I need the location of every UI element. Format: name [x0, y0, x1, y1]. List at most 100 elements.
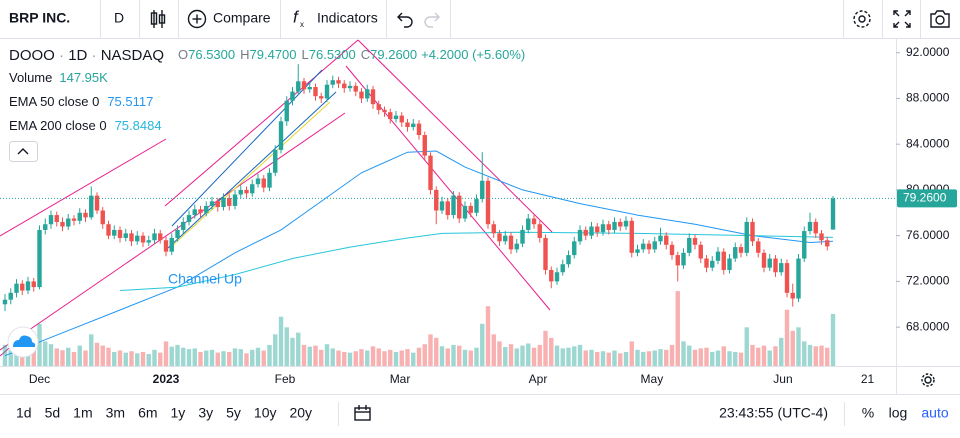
candle-body	[577, 229, 583, 242]
candle-body	[296, 81, 301, 92]
candle-body	[773, 258, 778, 273]
volume-bar	[100, 345, 105, 366]
legend-ema50-label: EMA 50 close 0	[9, 94, 99, 109]
candle-body	[411, 123, 416, 128]
volume-bar	[618, 353, 623, 366]
redo-button[interactable]	[424, 12, 440, 28]
volume-bar	[307, 346, 312, 366]
candle-body	[480, 180, 485, 200]
candle-body	[192, 209, 197, 216]
last-price-badge	[897, 189, 957, 208]
volume-bar	[296, 332, 301, 366]
candle-body	[646, 243, 652, 250]
candle-body	[416, 123, 422, 136]
legend-ema200: EMA 200 close 0 75.8484	[9, 118, 162, 133]
range-button[interactable]: 1y	[171, 405, 186, 421]
volume-bar	[595, 351, 600, 366]
candle-body	[31, 281, 36, 288]
range-button[interactable]: 1d	[16, 405, 32, 421]
volume-bar	[250, 349, 255, 366]
volume-bar	[336, 350, 341, 366]
candle-body	[710, 260, 715, 268]
range-button[interactable]: 3m	[106, 405, 125, 421]
axis-settings[interactable]	[921, 373, 935, 387]
auto-toggle[interactable]: auto	[921, 405, 948, 421]
range-button[interactable]: 3y	[198, 405, 213, 421]
snapshot-button[interactable]	[930, 10, 950, 28]
volume-bar	[572, 346, 577, 366]
volume-bar	[480, 323, 485, 366]
settings-button[interactable]	[853, 10, 871, 28]
volume-bar	[416, 347, 422, 366]
volume-bar	[669, 344, 675, 366]
volume-bar	[112, 351, 117, 366]
clock[interactable]: 23:43:55 (UTC-4)	[719, 405, 828, 421]
candle-body	[790, 292, 795, 299]
price-tick-label: 72.0000	[906, 274, 950, 288]
volume-bar	[474, 347, 479, 366]
percent-toggle[interactable]: %	[862, 405, 874, 421]
volume-bar	[129, 351, 134, 366]
range-button[interactable]: 5d	[45, 405, 61, 421]
candle-body	[652, 241, 657, 250]
undo-button[interactable]	[397, 12, 413, 28]
volume-bar	[31, 349, 36, 366]
volume-bar	[457, 345, 462, 366]
candle-body	[756, 241, 761, 253]
candle-body	[618, 221, 623, 227]
legend-collapse[interactable]	[9, 141, 38, 162]
volume-bar	[589, 349, 594, 366]
chart-type-button[interactable]	[150, 10, 166, 28]
fullscreen-button[interactable]	[893, 10, 911, 28]
interval[interactable]: D	[114, 10, 124, 26]
volume-bar	[658, 349, 663, 366]
date-range-button[interactable]	[354, 405, 371, 421]
volume-bar	[738, 352, 744, 366]
indicators-icon[interactable]: x	[300, 20, 304, 29]
candle-body	[2, 299, 8, 305]
volume-bar	[152, 349, 157, 366]
volume-bar	[744, 327, 749, 366]
ohlc-key: H	[240, 47, 249, 62]
volume-bar	[43, 341, 48, 366]
volume-bar	[342, 351, 347, 366]
volume-bar	[290, 337, 295, 366]
ohlc-key: C	[361, 47, 370, 62]
candle-body	[365, 89, 370, 99]
range-button[interactable]: 6m	[138, 405, 157, 421]
compare-icon[interactable]	[187, 9, 207, 29]
candle-body	[83, 212, 88, 218]
candle-body	[313, 87, 318, 97]
change: +4.2000 (+5.60%)	[421, 47, 525, 62]
candle-body	[37, 229, 42, 288]
log-toggle[interactable]: log	[889, 405, 908, 421]
range-button[interactable]: 10y	[254, 405, 277, 421]
candle-body	[215, 201, 220, 208]
volume-bar	[439, 346, 445, 366]
range-button[interactable]: 20y	[289, 405, 312, 421]
volume-bar	[727, 351, 732, 366]
time-tick-label: May	[641, 372, 664, 386]
candle-body	[600, 224, 606, 233]
legend-volume-value: 147.95K	[59, 70, 108, 85]
candle-body	[255, 178, 261, 185]
candle-body	[457, 195, 462, 219]
indicators-button[interactable]: Indicators	[317, 10, 378, 26]
candle-body	[8, 292, 13, 300]
volume-bar	[715, 350, 721, 366]
trend-line	[0, 138, 167, 237]
candle-body	[60, 221, 65, 227]
time-tick-label: Apr	[529, 372, 548, 386]
compare-button[interactable]: Compare	[213, 10, 271, 26]
volume-bar	[761, 345, 767, 366]
indicators-icon[interactable]: f	[293, 7, 300, 26]
volume-bar	[54, 348, 59, 366]
range-button[interactable]: 1m	[73, 405, 92, 421]
candle-body	[140, 235, 146, 243]
symbol[interactable]: BRP INC.	[9, 10, 70, 26]
candle-body	[474, 199, 479, 213]
range-button[interactable]: 5y	[226, 405, 241, 421]
candle-body	[284, 100, 289, 122]
volume-bar	[163, 341, 169, 366]
candle-body	[566, 255, 571, 265]
